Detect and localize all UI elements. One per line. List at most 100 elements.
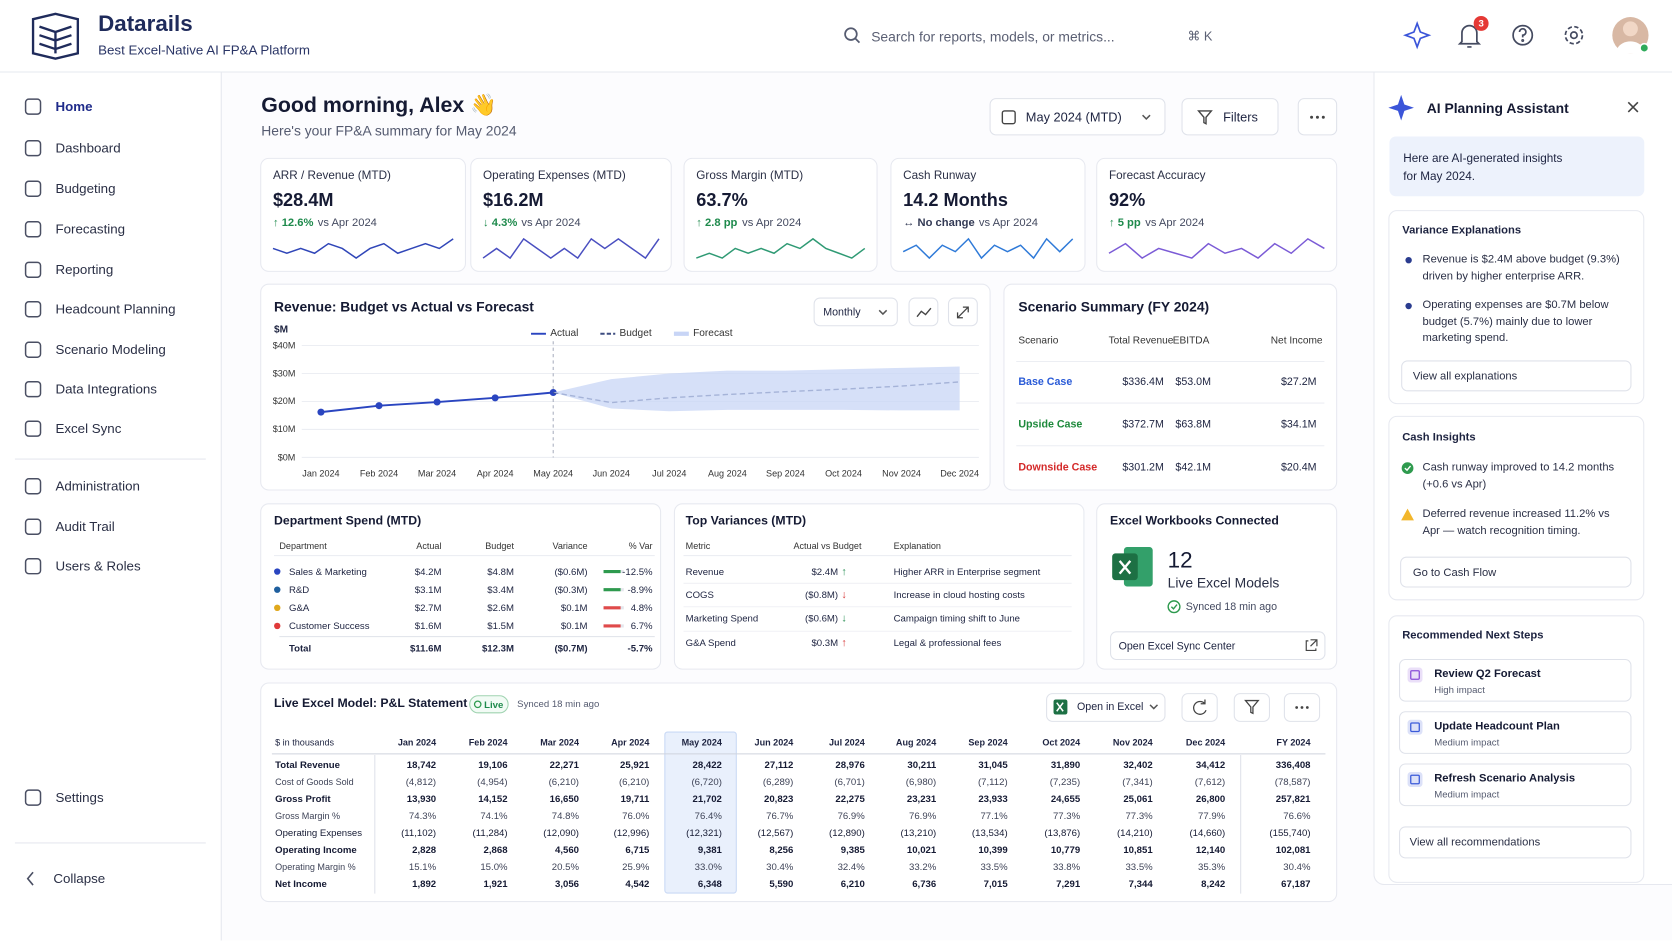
live-label: Live xyxy=(484,698,504,710)
x-tick-label: May 2024 xyxy=(533,467,574,479)
section-button[interactable] xyxy=(1399,826,1632,859)
pnl-cell: 7,344 xyxy=(1128,878,1153,890)
recommendation-item[interactable] xyxy=(1399,658,1632,702)
section-button-label: View all explanations xyxy=(1412,370,1518,383)
more-dot xyxy=(1300,706,1304,709)
scenario-value: $27.2M xyxy=(1280,375,1317,388)
recommendation-item[interactable] xyxy=(1399,763,1632,807)
current-month-highlight xyxy=(664,731,737,894)
pnl-cell: 35.3% xyxy=(1197,861,1226,873)
pnl-cell: 77.3% xyxy=(1125,810,1153,822)
pnl-cell: 2,828 xyxy=(412,844,437,856)
pnl-cell: 13,930 xyxy=(406,793,437,805)
pnl-cell: 30.4% xyxy=(766,861,794,873)
period-select[interactable] xyxy=(989,98,1166,136)
refresh-icon xyxy=(1193,699,1207,715)
warning-icon xyxy=(1401,508,1414,521)
nav-icon xyxy=(24,301,42,318)
section-button-label: Go to Cash Flow xyxy=(1412,566,1497,580)
pnl-cell: 5,590 xyxy=(769,878,794,890)
recommendation-title: Refresh Scenario Analysis xyxy=(1434,772,1576,785)
period-toggle[interactable] xyxy=(813,297,898,327)
pnl-cell: 77.1% xyxy=(980,810,1008,822)
x-tick-label: Jan 2024 xyxy=(302,467,340,479)
pnl-row-label: Gross Margin % xyxy=(275,809,341,821)
y-tick-label: $10M xyxy=(272,423,296,435)
data-point xyxy=(317,408,325,416)
pnl-column-header: Mar 2024 xyxy=(540,736,580,747)
greeting-subtitle: Here's your FP&A summary for May 2024 xyxy=(261,122,517,139)
pnl-cell: 18,742 xyxy=(406,759,437,770)
recommendation-title: Review Q2 Forecast xyxy=(1434,667,1541,681)
sidebar-bg xyxy=(0,72,221,941)
external-icon xyxy=(1305,639,1318,652)
ai-icon[interactable] xyxy=(1402,21,1432,50)
scenario-value: $336.4M xyxy=(1122,375,1164,388)
scenario-name: Upside Case xyxy=(1018,418,1083,431)
recommendation-icon-inner xyxy=(1410,722,1420,733)
nav-icon xyxy=(24,180,42,197)
pnl-cell: 26,800 xyxy=(1195,793,1226,805)
pnl-cell: 14,152 xyxy=(478,793,508,805)
pnl-cell: (13,534) xyxy=(971,827,1008,839)
pnl-row-label: Net Income xyxy=(275,878,327,890)
nav-label: Administration xyxy=(55,478,140,494)
pnl-cell: 4,560 xyxy=(554,844,580,856)
line-part xyxy=(854,37,861,44)
kpi-comparison: vs Apr 2024 xyxy=(521,216,581,230)
excel-subtitle: Live Excel Models xyxy=(1167,574,1280,591)
pnl-cell: 257,821 xyxy=(1275,793,1311,805)
y-tick-label: $30M xyxy=(272,367,296,379)
settings-icon[interactable] xyxy=(1564,25,1584,45)
kpi-label: Operating Expenses (MTD) xyxy=(483,169,626,183)
kpi-label: Cash Runway xyxy=(903,169,977,183)
pnl-row-label: Total Revenue xyxy=(275,759,341,770)
bell-icon[interactable] xyxy=(1457,24,1482,48)
pnl-cell: (4,812) xyxy=(405,776,437,787)
total-label: Total xyxy=(288,642,312,654)
recommendation-icon-inner xyxy=(1410,774,1420,785)
variance-explanation: Increase in cloud hosting costs xyxy=(893,589,1025,601)
section-button[interactable] xyxy=(1401,360,1632,392)
department-header: Actual xyxy=(416,540,442,551)
legend-label: Forecast xyxy=(693,327,733,340)
recommendation-impact: Medium impact xyxy=(1434,736,1500,748)
insight-text: Deferred revenue increased 11.2% vs Apr … xyxy=(1422,507,1610,538)
variance-value: $0.3M xyxy=(811,637,839,649)
department-header: Budget xyxy=(485,540,514,551)
nav-icon xyxy=(24,558,42,575)
pnl-cell: 28,976 xyxy=(835,759,865,770)
pnl-cell: 7,015 xyxy=(983,878,1008,890)
pnl-cell: 32,402 xyxy=(1123,759,1153,770)
help-icon[interactable] xyxy=(1512,24,1534,46)
variance-value: ($0.6M) xyxy=(805,613,839,624)
x-tick-label: Nov 2024 xyxy=(882,467,921,479)
pnl-cell: 19,106 xyxy=(478,759,508,770)
recommendation-item[interactable] xyxy=(1399,711,1632,754)
recommendation-icon xyxy=(1407,667,1423,683)
pnl-cell: 102,081 xyxy=(1275,844,1311,856)
pnl-cell: 33.0% xyxy=(694,861,722,873)
excel-logo-x xyxy=(1118,560,1132,575)
nav-icon xyxy=(24,341,42,358)
nav-icon xyxy=(24,98,42,115)
kpi-change: ↑ 2.8 pp xyxy=(696,216,738,230)
nav-label: Headcount Planning xyxy=(55,301,176,317)
section-button[interactable] xyxy=(1400,556,1632,588)
filter-button[interactable] xyxy=(1233,693,1270,722)
pnl-cell: 24,655 xyxy=(1050,793,1081,805)
pnl-cell: 34,412 xyxy=(1195,759,1226,770)
trend-button[interactable] xyxy=(908,297,939,327)
pnl-units: $ in thousands xyxy=(275,736,335,747)
refresh-button[interactable] xyxy=(1181,693,1218,722)
excel-sync-button[interactable] xyxy=(1110,631,1326,661)
chevron-icon xyxy=(878,309,888,316)
filters-button[interactable] xyxy=(1181,98,1279,136)
department-value: ($0.6M) xyxy=(554,566,588,577)
pnl-cell: (13,876) xyxy=(1044,827,1081,839)
variance-explanation: Legal & professional fees xyxy=(893,637,1002,649)
kpi-change: ↓ 4.3% xyxy=(483,216,518,230)
scenario-value: $301.2M xyxy=(1122,461,1164,473)
department-value: $2.7M xyxy=(414,602,442,614)
department-value: $2.6M xyxy=(487,602,514,614)
